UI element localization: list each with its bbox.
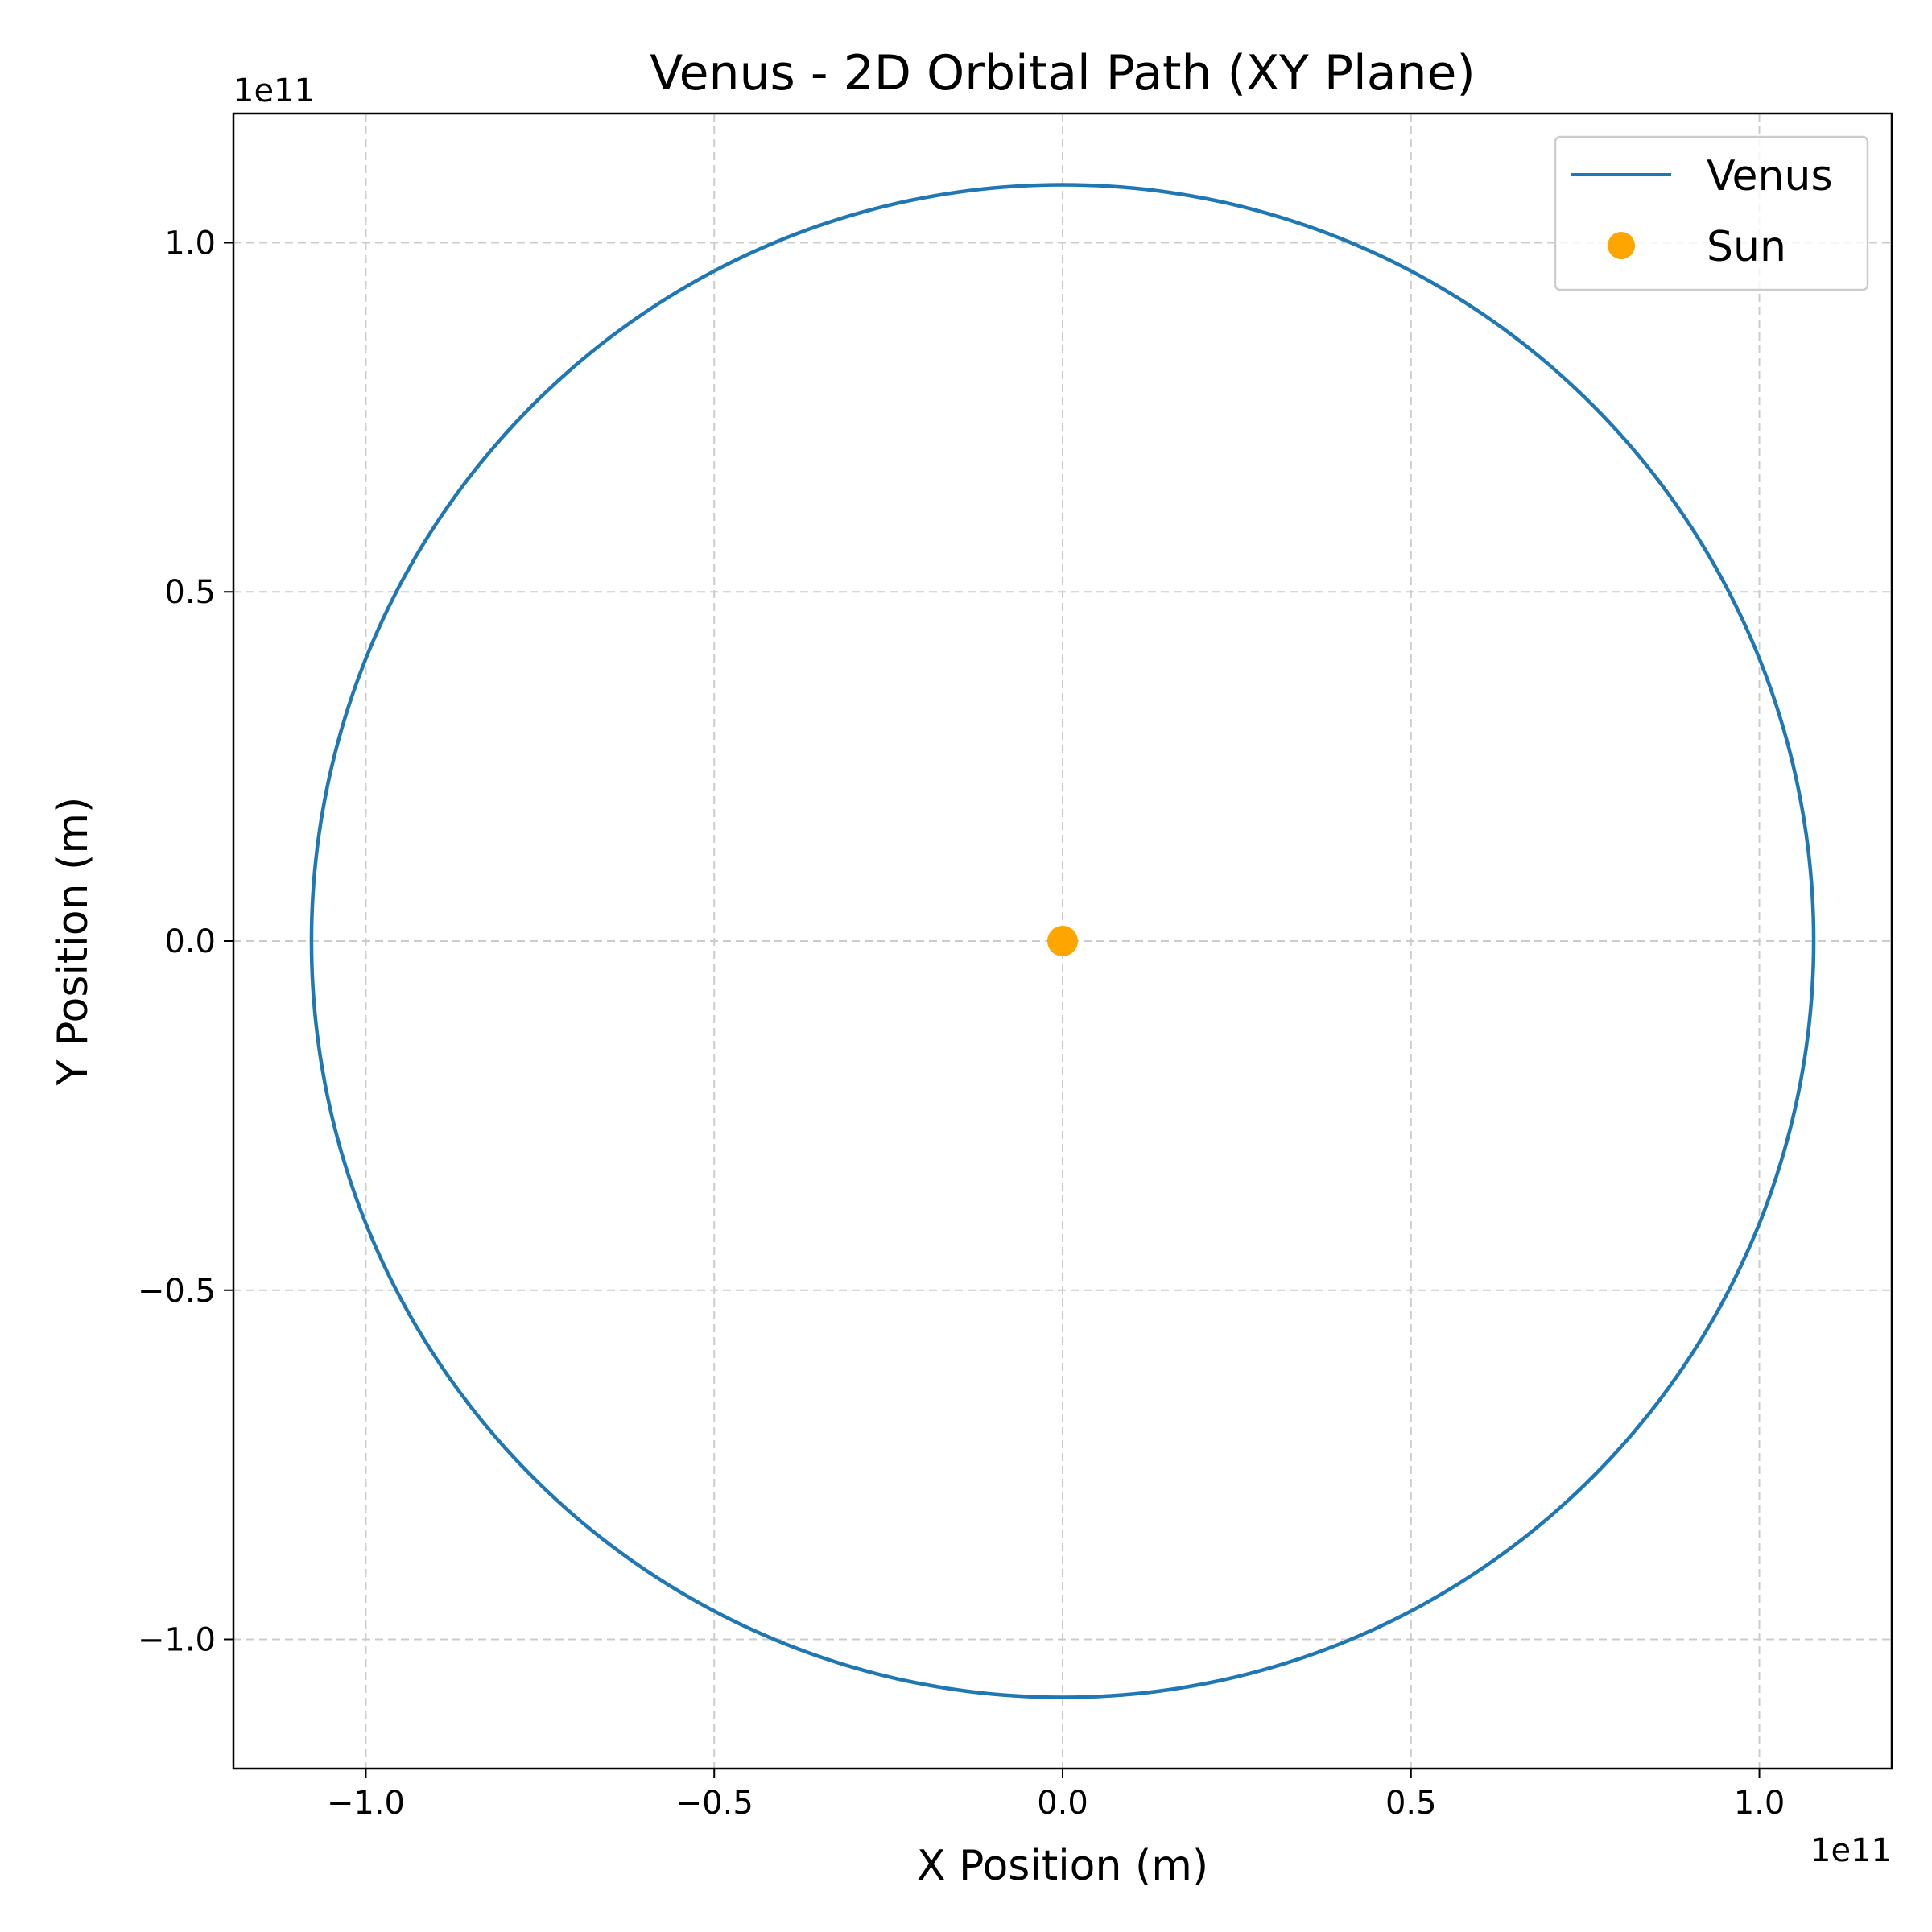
x-tick-label: −0.5 (675, 1785, 753, 1822)
y-tick-label: 0.5 (164, 574, 216, 611)
x-axis-offset-label: 1e11 (1810, 1832, 1892, 1869)
legend-venus-label: Venus (1707, 152, 1833, 200)
legend-sun-label: Sun (1707, 223, 1786, 271)
y-tick-label: 0.0 (164, 923, 216, 960)
y-axis-label: Y Position (m) (49, 797, 97, 1087)
y-tick-label: −1.0 (138, 1622, 216, 1659)
legend-sun-marker-swatch (1608, 232, 1635, 259)
sun-marker (1047, 926, 1078, 956)
x-tick-label: 0.5 (1385, 1785, 1437, 1822)
venus-orbit-line (309, 183, 1816, 1699)
axis-ticks: −1.0 −0.5 0.0 0.5 1.0 −1.0 −0.5 0.0 0.5 1.0 (138, 225, 1785, 1822)
legend: Venus Sun (1554, 135, 1869, 291)
x-tick-label: −1.0 (327, 1785, 405, 1822)
x-tick-label: 1.0 (1734, 1785, 1785, 1822)
y-axis-offset-label: 1e11 (233, 72, 315, 109)
plot-data (309, 183, 1816, 1699)
x-tick-label: 0.0 (1037, 1785, 1088, 1822)
x-axis-label: X Position (m) (917, 1842, 1208, 1890)
chart-title: Venus - 2D Orbital Path (XY Plane) (650, 45, 1476, 101)
y-tick-label: −0.5 (138, 1273, 216, 1310)
y-tick-label: 1.0 (164, 225, 216, 262)
